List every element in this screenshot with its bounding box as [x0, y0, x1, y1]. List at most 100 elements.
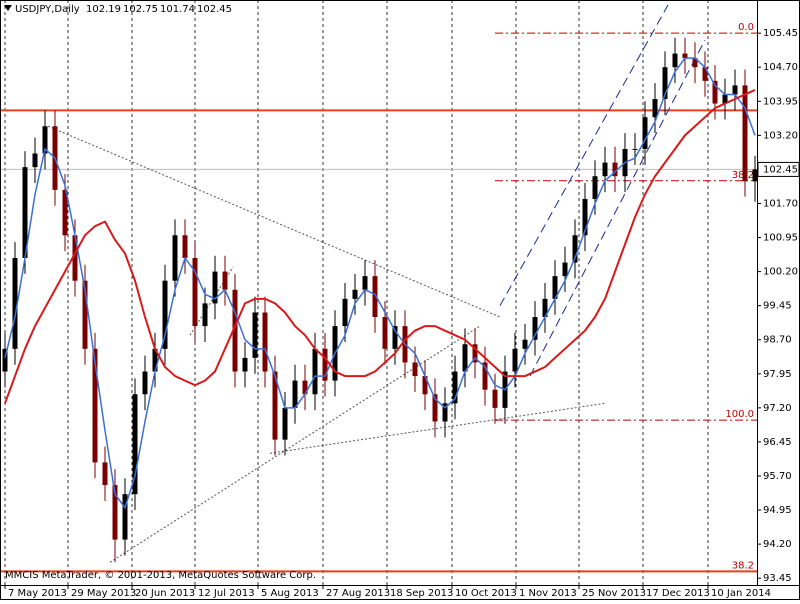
y-tick-label: 97.20	[763, 403, 792, 414]
y-tick-label: 93.45	[763, 573, 792, 584]
candle-body	[342, 298, 348, 327]
lines-layer: 38.20.038.2100.0	[0, 4, 757, 573]
grid-layer	[4, 0, 709, 585]
candle-body	[612, 162, 618, 177]
candle-body	[392, 326, 398, 349]
candle-body	[512, 348, 518, 372]
candle-body	[462, 344, 468, 372]
candle-body	[212, 271, 218, 304]
ma-layer	[4, 57, 756, 510]
candle-body	[452, 371, 458, 404]
candle-body	[102, 462, 108, 486]
axis-layer: 93.45 94.20 94.95 95.70 96.45 97.20 97.95 98.70…	[4, 28, 800, 599]
candle-body	[292, 380, 298, 408]
x-tick-label: 29 May 2013	[71, 588, 136, 599]
candle-body	[352, 289, 358, 299]
y-tick-label: 95.70	[763, 471, 792, 482]
header-price: 102.45	[197, 4, 232, 15]
candle-body	[382, 317, 388, 349]
y-tick-label: 101.70	[763, 198, 798, 209]
candle-body	[482, 362, 488, 390]
candle-body	[262, 312, 268, 372]
footer: MMCIS MetaTrader, © 2001-2013, MetaQuote…	[5, 570, 316, 581]
candle-body	[422, 376, 428, 395]
header-price: 102.75	[123, 4, 158, 15]
trendline	[109, 325, 481, 563]
x-tick-label: 5 Aug 2013	[261, 588, 319, 599]
candle-body	[472, 344, 478, 363]
candle-body	[32, 153, 38, 168]
trendline	[529, 39, 706, 377]
candle-body	[592, 176, 598, 199]
candle-body	[632, 148, 638, 150]
level-label: 38.2	[732, 560, 754, 571]
candle-body	[62, 189, 68, 236]
candle-body	[22, 167, 28, 258]
candle-body	[682, 53, 688, 59]
candle-body	[112, 485, 118, 540]
candle-body	[302, 380, 308, 395]
y-tick-label: 100.20	[763, 267, 798, 278]
candle-body	[522, 339, 528, 349]
candle-body	[582, 198, 588, 236]
header-price: 101.74	[160, 4, 195, 15]
y-tick-label: 96.45	[763, 437, 792, 448]
fib-label: 100.0	[725, 409, 754, 420]
candle-body	[92, 348, 98, 463]
y-tick-label: 97.95	[763, 369, 792, 380]
candle-body	[572, 235, 578, 263]
candle-body	[122, 494, 128, 540]
y-tick-label: 105.45	[763, 28, 798, 39]
candle-body	[362, 276, 368, 290]
candle-body	[152, 348, 158, 372]
candle-body	[242, 357, 248, 372]
y-tick-label: 103.95	[763, 96, 798, 107]
candle-body	[162, 280, 168, 349]
candle-body	[442, 403, 448, 422]
candle-body	[492, 389, 498, 408]
y-tick-label: 100.95	[763, 233, 798, 244]
candle-body	[552, 276, 558, 299]
candle-body	[192, 257, 198, 327]
candle-body	[82, 280, 88, 349]
moving-average	[4, 89, 756, 404]
x-tick-label: 27 Aug 2013	[326, 588, 390, 599]
x-tick-label: 20 Jun 2013	[135, 588, 195, 599]
y-tick-label: 104.70	[763, 62, 798, 73]
price-box-label: 102.45	[763, 164, 798, 175]
candle-body	[752, 169, 758, 182]
header-price: 102.19	[86, 4, 121, 15]
candle-body	[532, 317, 538, 340]
candle-body	[692, 58, 698, 68]
candle-body	[272, 371, 278, 440]
candle-body	[672, 53, 678, 68]
candle-body	[652, 99, 658, 118]
candle-body	[662, 67, 668, 100]
price-box	[757, 161, 800, 177]
candle-body	[282, 407, 288, 440]
candle-body	[732, 85, 738, 95]
candle-body	[252, 312, 258, 358]
candle-body	[542, 298, 548, 318]
x-tick-label: 25 Nov 2013	[582, 588, 646, 599]
candle-body	[702, 67, 708, 81]
candle-body	[2, 348, 8, 372]
candle-body	[562, 262, 568, 277]
header-prices: 102.19 102.75 101.74 102.45	[86, 4, 232, 15]
candle-body	[312, 348, 318, 395]
x-tick-label: 18 Sep 2013	[390, 588, 453, 599]
x-tick-label: 12 Jul 2013	[198, 588, 255, 599]
candle-body	[182, 235, 188, 258]
x-tick-label: 1 Nov 2013	[519, 588, 577, 599]
candle-body	[202, 303, 208, 327]
candle-body	[372, 276, 378, 318]
y-tick-label: 94.20	[763, 539, 792, 550]
x-tick-label: 10 Jan 2014	[711, 588, 771, 599]
candle-body	[132, 394, 138, 495]
candle-body	[72, 235, 78, 281]
y-tick-label: 98.70	[763, 335, 792, 346]
candle-body	[172, 235, 178, 281]
candle-body	[322, 348, 328, 381]
